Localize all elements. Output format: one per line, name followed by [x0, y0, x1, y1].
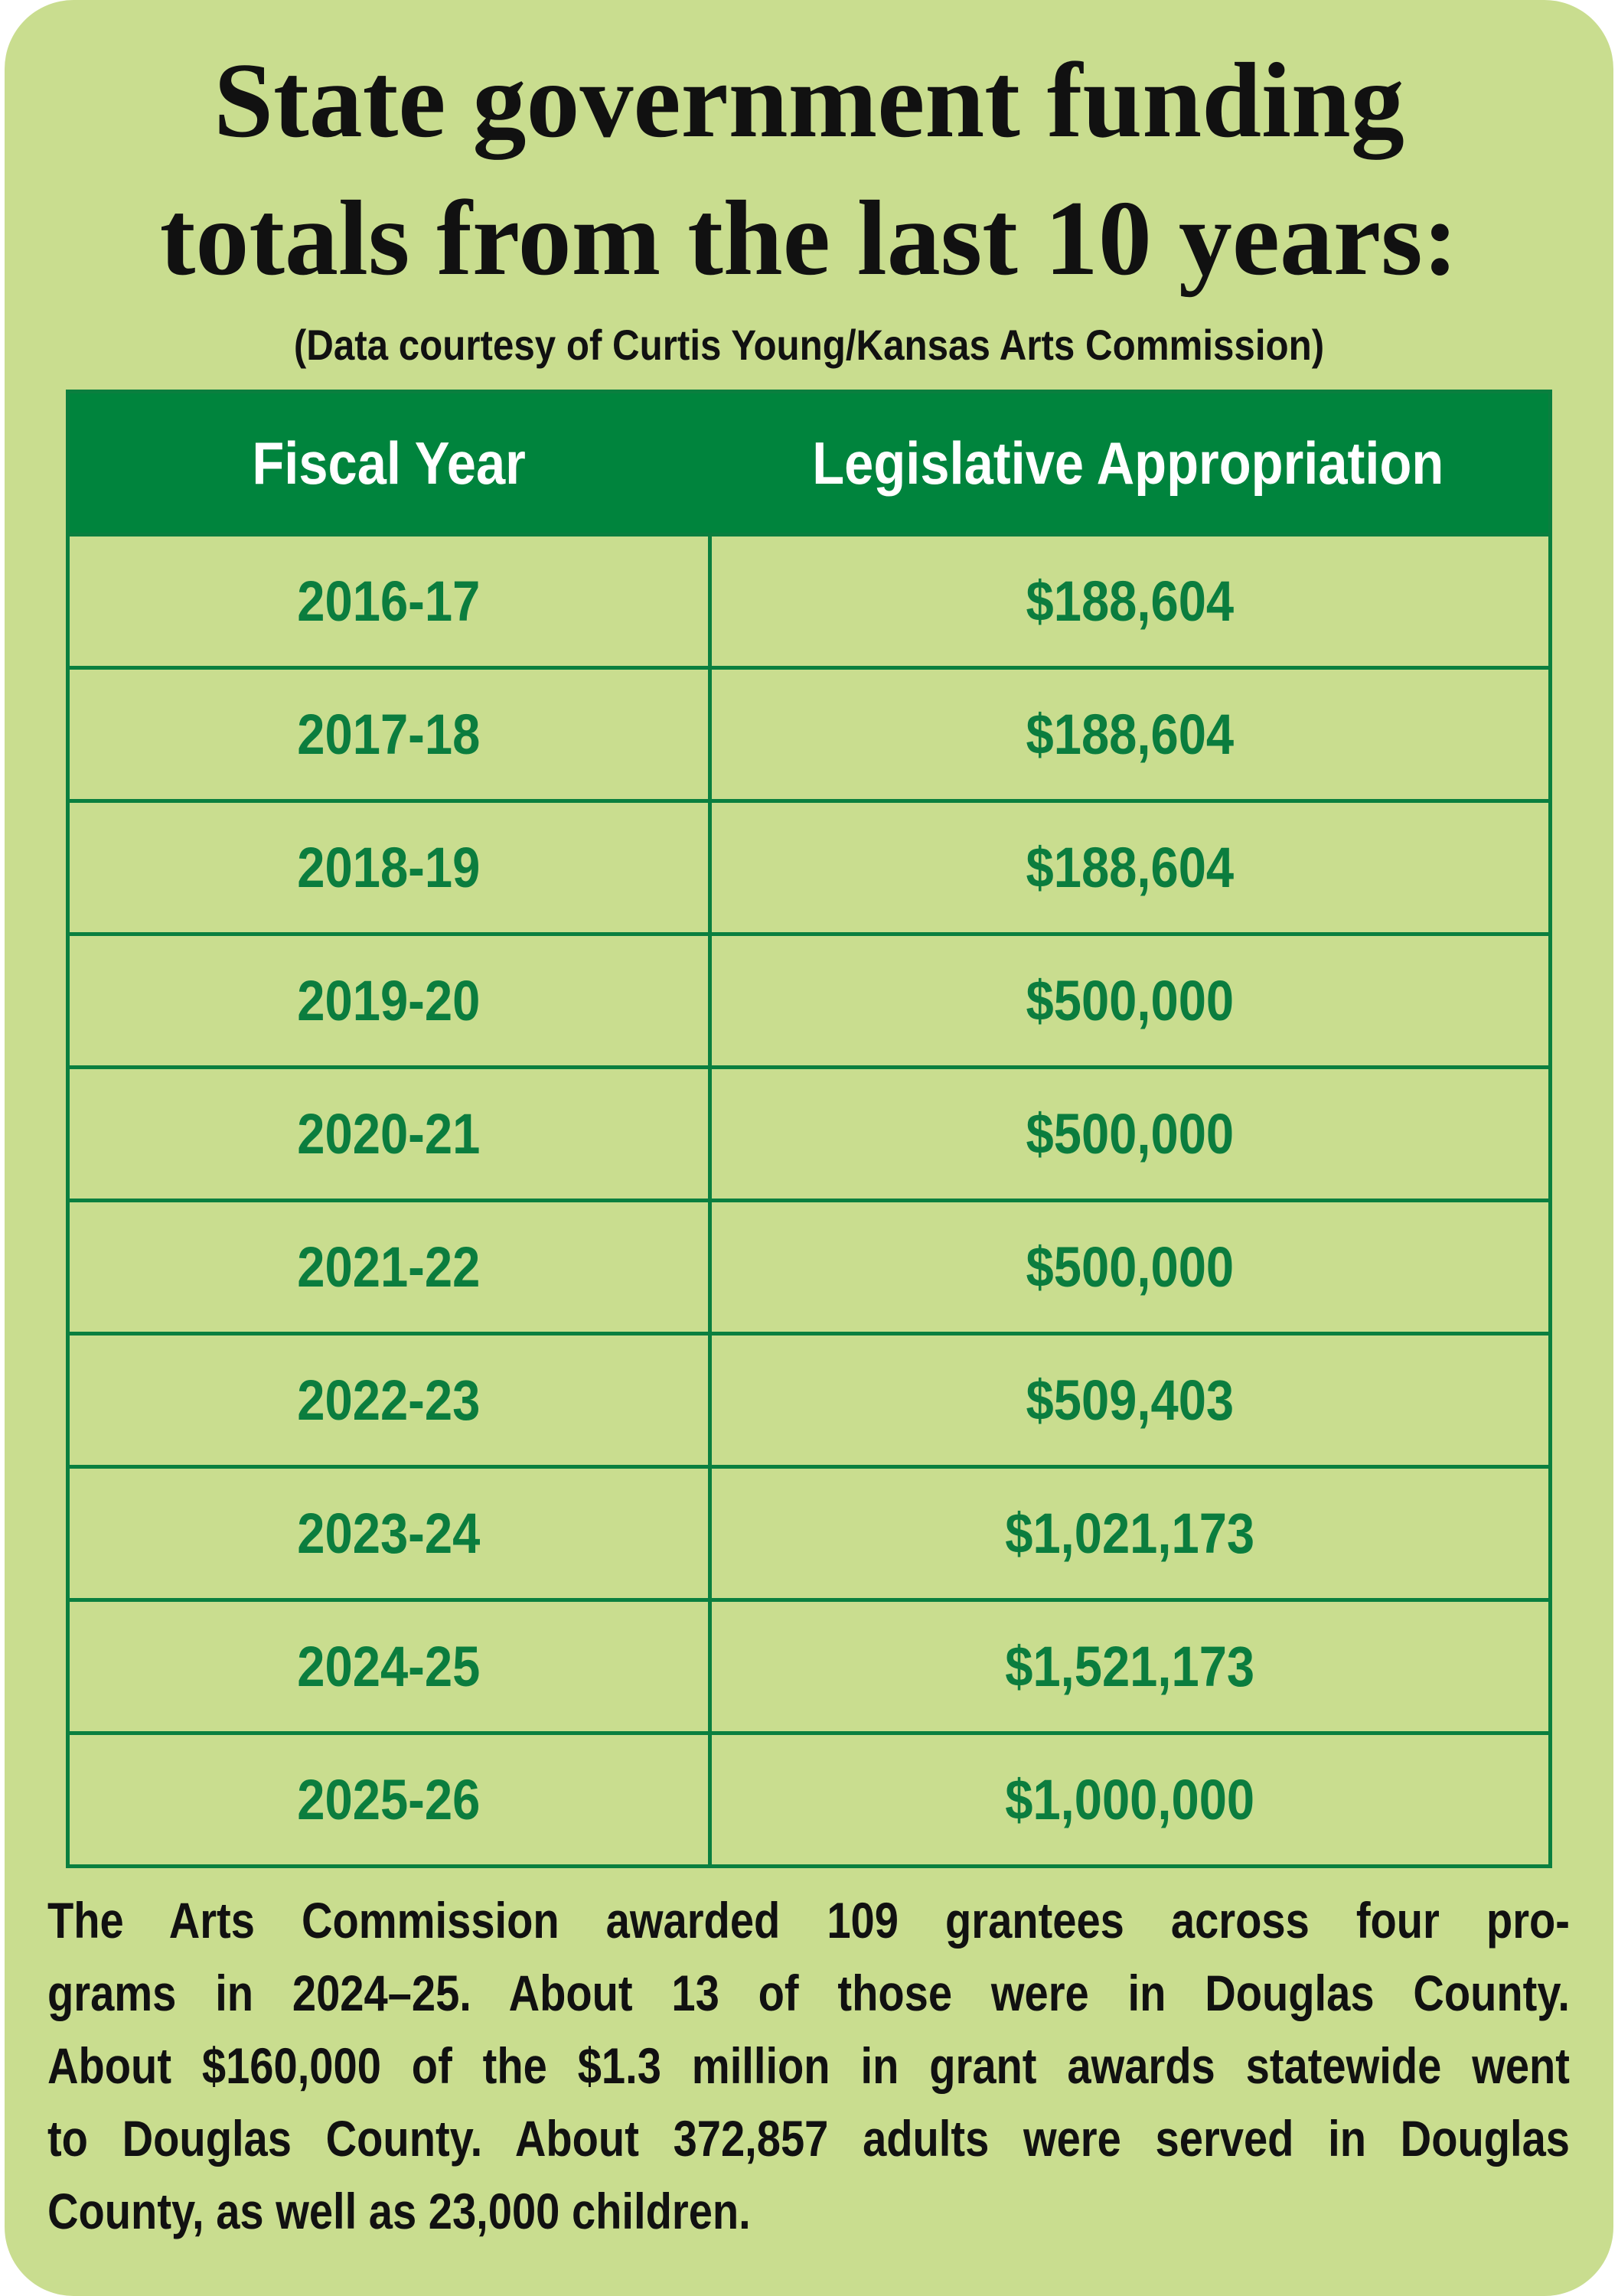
cell-text: 2020-21	[297, 1102, 481, 1166]
header-cell: Legislative Appropriation	[708, 393, 1548, 533]
footnote-line: About $160,000 of the $1.3 million in gr…	[47, 2037, 1570, 2094]
table-cell: $1,000,000	[712, 1735, 1548, 1864]
header-cell: Fiscal Year	[70, 393, 708, 533]
table-row: 2019-20 $500,000	[70, 932, 1548, 1065]
title-line: State government funding	[214, 41, 1404, 160]
table-cell: 2019-20	[70, 936, 712, 1065]
card: State government funding totals from the…	[5, 0, 1613, 2296]
cell-text: 2025-26	[297, 1768, 481, 1831]
header-text: Fiscal Year	[252, 429, 526, 497]
table-row: 2021-22 $500,000	[70, 1199, 1548, 1332]
cell-text: $500,000	[1026, 1102, 1235, 1166]
table-cell: 2017-18	[70, 670, 712, 799]
cell-text: 2017-18	[297, 703, 481, 766]
table-cell: $188,604	[712, 536, 1548, 666]
table-cell: $1,021,173	[712, 1469, 1548, 1598]
subtitle: (Data courtesy of Curtis Young/Kansas Ar…	[293, 321, 1325, 369]
cell-text: $1,021,173	[1005, 1502, 1255, 1565]
table-row: 2022-23 $509,403	[70, 1332, 1548, 1465]
cell-text: $1,521,173	[1005, 1635, 1255, 1698]
cell-text: $188,604	[1026, 569, 1235, 633]
cell-text: $500,000	[1026, 969, 1235, 1032]
header-text: Legislative Appropriation	[812, 429, 1444, 497]
table-row: 2020-21 $500,000	[70, 1065, 1548, 1199]
table-cell: $500,000	[712, 1202, 1548, 1332]
table-cell: 2021-22	[70, 1202, 712, 1332]
cell-text: $188,604	[1026, 836, 1235, 899]
footnote-line: The Arts Commission awarded 109 grantees…	[47, 1892, 1570, 1949]
cell-text: 2022-23	[297, 1368, 481, 1432]
header-row: Fiscal Year Legislative Appropriation	[70, 393, 1548, 533]
table-cell: 2023-24	[70, 1469, 712, 1598]
footnote: The Arts Commission awarded 109 grantees…	[47, 1884, 1571, 2248]
table-cell: 2022-23	[70, 1336, 712, 1465]
table-cell: 2025-26	[70, 1735, 712, 1864]
cell-text: $188,604	[1026, 703, 1235, 766]
table-row: 2025-26 $1,000,000	[70, 1731, 1548, 1864]
footnote-line: to Douglas County. About 372,857 adults …	[47, 2110, 1570, 2167]
table-row: 2024-25 $1,521,173	[70, 1598, 1548, 1731]
table-cell: 2018-19	[70, 803, 712, 932]
cell-text: 2019-20	[297, 969, 481, 1032]
table-row: 2018-19 $188,604	[70, 799, 1548, 932]
table-cell: 2024-25	[70, 1602, 712, 1731]
cell-text: $509,403	[1026, 1368, 1235, 1432]
footnote-line: County, as well as 23,000 children.	[47, 2183, 751, 2239]
table-row: 2023-24 $1,021,173	[70, 1465, 1548, 1598]
table-cell: 2016-17	[70, 536, 712, 666]
cell-text: 2016-17	[297, 569, 481, 633]
table-cell: $1,521,173	[712, 1602, 1548, 1731]
table-cell: $509,403	[712, 1336, 1548, 1465]
table-cell: $188,604	[712, 803, 1548, 932]
table: Fiscal Year Legislative Appropriation 2016…	[66, 390, 1552, 1868]
footnote-line: grams in 2024–25. About 13 of those were…	[47, 1965, 1570, 2021]
table-row: 2016-17 $188,604	[70, 533, 1548, 666]
table-cell: 2020-21	[70, 1069, 712, 1199]
cell-text: $500,000	[1026, 1235, 1235, 1299]
cell-text: 2023-24	[297, 1502, 481, 1565]
title-line: totals from the last 10 years:	[159, 179, 1459, 298]
table-cell: $188,604	[712, 670, 1548, 799]
table-cell: $500,000	[712, 936, 1548, 1065]
cell-text: 2024-25	[297, 1635, 481, 1698]
table-cell: $500,000	[712, 1069, 1548, 1199]
cell-text: $1,000,000	[1005, 1768, 1255, 1831]
cell-text: 2018-19	[297, 836, 481, 899]
table-row: 2017-18 $188,604	[70, 666, 1548, 799]
cell-text: 2021-22	[297, 1235, 481, 1299]
